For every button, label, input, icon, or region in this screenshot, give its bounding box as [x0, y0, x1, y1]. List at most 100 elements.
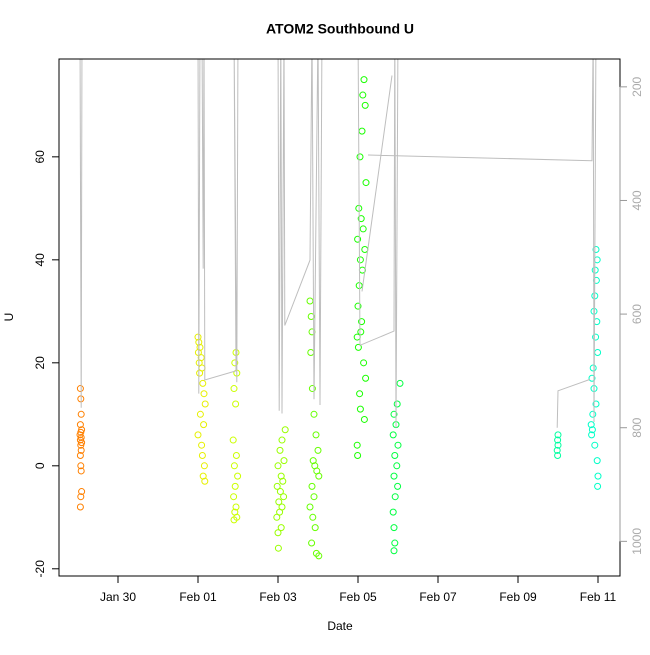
point [594, 482, 602, 490]
point [308, 539, 316, 547]
point [354, 452, 362, 460]
point [199, 379, 207, 387]
point [314, 446, 322, 454]
y-axis-label: U [2, 313, 16, 322]
point [276, 446, 284, 454]
point [280, 457, 288, 465]
point [390, 524, 398, 532]
point [198, 452, 206, 460]
y2-tick-label: 800 [630, 417, 644, 437]
point [76, 421, 84, 429]
y2-tick-label: 400 [630, 190, 644, 210]
point [273, 513, 281, 521]
point [201, 477, 209, 485]
point [77, 462, 85, 470]
x-tick-label: Feb 11 [580, 590, 617, 604]
point [315, 472, 323, 480]
point [362, 374, 370, 382]
point [362, 179, 370, 187]
point [276, 488, 284, 496]
point [360, 76, 368, 84]
point [553, 446, 561, 454]
point [315, 552, 323, 560]
point [359, 225, 367, 233]
y-tick-label: -20 [33, 560, 47, 578]
point [592, 246, 600, 254]
point [356, 256, 364, 264]
x-tick-label: Feb 01 [179, 590, 217, 604]
x-tick-label: Feb 05 [339, 590, 377, 604]
point [232, 452, 240, 460]
point [390, 472, 398, 480]
point [274, 544, 282, 552]
point [554, 452, 562, 460]
depth-line [79, 59, 597, 428]
point [198, 441, 206, 449]
y2-tick-label: 1000 [630, 528, 644, 555]
point [312, 431, 320, 439]
point [391, 539, 399, 547]
point [389, 508, 397, 516]
point [360, 359, 368, 367]
point [230, 493, 238, 501]
point [274, 462, 282, 470]
y-tick-label: 60 [33, 150, 47, 164]
point [588, 431, 596, 439]
point [230, 462, 238, 470]
point [354, 302, 362, 310]
point [232, 400, 240, 408]
chart-title: ATOM2 Southbound U [266, 21, 414, 37]
point [393, 462, 401, 470]
point [390, 410, 398, 418]
point [587, 421, 595, 429]
point [593, 256, 601, 264]
x-axis-label: Date [327, 619, 353, 633]
point [275, 498, 283, 506]
point [588, 374, 596, 382]
x-tick-label: Feb 09 [499, 590, 537, 604]
y-tick-label: 0 [33, 462, 47, 469]
point [593, 457, 601, 465]
point [361, 101, 369, 109]
point [356, 153, 364, 161]
point [276, 508, 284, 516]
point [588, 426, 596, 434]
point [273, 482, 281, 490]
point [306, 503, 314, 511]
x-tick-label: Feb 07 [419, 590, 457, 604]
y-tick-label: 40 [33, 253, 47, 267]
point [76, 385, 84, 393]
point [356, 405, 364, 413]
point [281, 426, 289, 434]
x-tick-label: Jan 30 [100, 590, 136, 604]
point [309, 513, 317, 521]
point [77, 493, 85, 501]
point [77, 410, 85, 418]
point [307, 312, 315, 320]
point [279, 477, 287, 485]
point [393, 400, 401, 408]
point [194, 431, 202, 439]
point [396, 379, 404, 387]
point [354, 343, 362, 351]
point [311, 524, 319, 532]
point [310, 410, 318, 418]
point [194, 333, 202, 341]
x-tick-label: Feb 03 [259, 590, 297, 604]
point [357, 328, 365, 336]
point [274, 529, 282, 537]
point [594, 472, 602, 480]
point [78, 488, 86, 496]
plot-area [76, 59, 602, 560]
point [278, 436, 286, 444]
point [308, 482, 316, 490]
point [310, 493, 318, 501]
y-tick-label: 20 [33, 356, 47, 370]
y2-tick-label: 200 [630, 77, 644, 97]
point [394, 441, 402, 449]
point [229, 436, 237, 444]
point [77, 441, 85, 449]
point [200, 462, 208, 470]
